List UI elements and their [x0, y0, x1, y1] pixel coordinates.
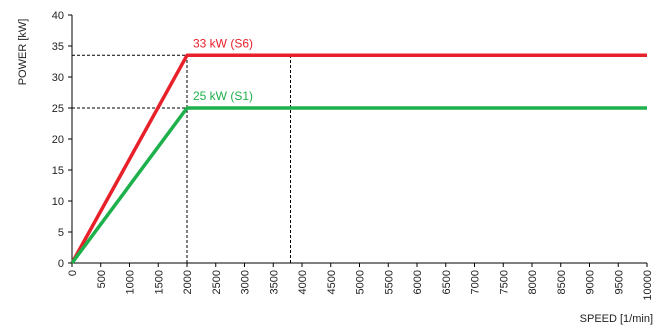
x-tick-label: 7000: [470, 270, 482, 294]
y-tick-label: 30: [52, 72, 64, 84]
x-tick-label: 2000: [182, 270, 194, 294]
x-tick-label: 9500: [613, 270, 625, 294]
y-axis-title: POWER [kW]: [17, 19, 29, 86]
x-tick-label: 500: [96, 270, 108, 288]
x-tick-label: 5000: [355, 270, 367, 294]
y-tick-label: 35: [52, 41, 64, 53]
reference-lines-layer: [72, 54, 291, 263]
x-tick-label: 5500: [383, 270, 395, 294]
x-tick-label: 4000: [297, 270, 309, 294]
series-label-0: 33 kW (S6): [193, 36, 253, 50]
axes-layer: 0 5 10 15 20 25 30 35 40 0 500 1000 1500 2000 2500 3000…: [52, 10, 654, 301]
x-tick-label: 1000: [125, 270, 137, 294]
x-tick-label: 3500: [268, 270, 280, 294]
x-axis-title: SPEED [1/min]: [580, 313, 653, 325]
series-label-1: 25 kW (S1): [193, 89, 253, 103]
x-tick-label: 1500: [153, 270, 165, 294]
y-tick-label: 40: [52, 10, 64, 22]
y-tick-label: 10: [52, 196, 64, 208]
y-tick-label: 0: [58, 258, 64, 270]
x-tick-label: 2500: [211, 270, 223, 294]
x-tick-label: 7500: [498, 270, 510, 294]
y-tick-label: 5: [58, 227, 64, 239]
x-tick-label: 8500: [556, 270, 568, 294]
x-tick-label: 4500: [326, 270, 338, 294]
series-line-1: [70, 106, 647, 265]
labels-layer: SPEED [1/min] POWER [kW] 33 kW (S6) 25 kW (…: [17, 19, 653, 325]
x-tick-label: 3000: [240, 270, 252, 294]
x-tick-label: 0: [67, 270, 79, 276]
series-line-0: [70, 53, 647, 264]
series-layer: [70, 53, 647, 265]
x-tick-label: 6000: [412, 270, 424, 294]
x-tick-label: 8000: [527, 270, 539, 294]
y-tick-label: 15: [52, 165, 64, 177]
x-tick-label: 6500: [441, 270, 453, 294]
y-tick-label: 25: [52, 103, 64, 115]
x-tick-label: 9000: [585, 270, 597, 294]
x-tick-label: 10000: [642, 270, 654, 301]
y-tick-label: 20: [52, 134, 64, 146]
